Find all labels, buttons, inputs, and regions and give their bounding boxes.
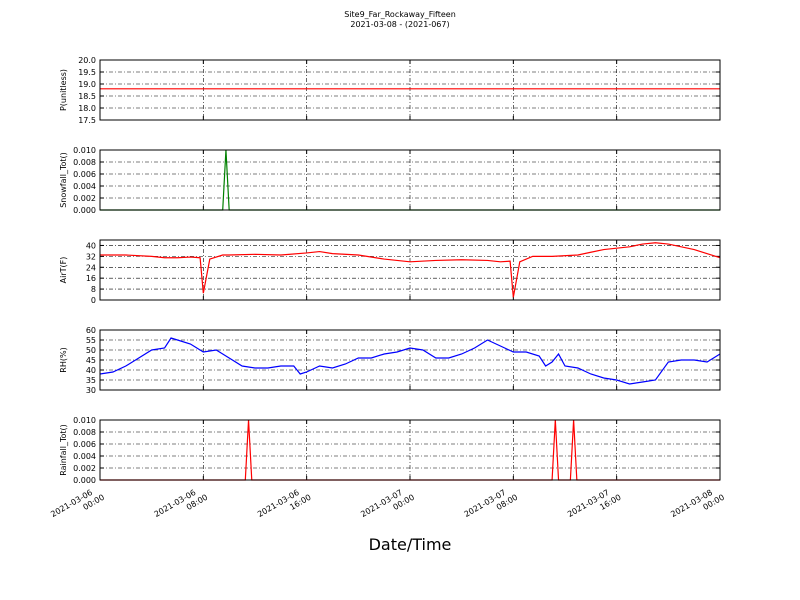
y-tick-label: 32 [86, 252, 96, 261]
y-axis-label: P(unitless) [59, 69, 68, 111]
y-tick-label: 17.5 [78, 116, 96, 125]
y-axis-label: Rainfall_Tot() [59, 424, 68, 476]
y-tick-label: 30 [86, 386, 96, 395]
y-tick-label: 40 [86, 241, 96, 250]
y-tick-label: 0.002 [73, 194, 96, 203]
y-tick-label: 40 [86, 366, 96, 375]
y-axis-label: Snowfall_Tot() [59, 152, 68, 208]
y-tick-label: 0.000 [73, 206, 96, 215]
y-tick-label: 35 [86, 376, 96, 385]
series-line [99, 337, 721, 385]
figure-title: Site9_Far_Rockaway_Fifteen [344, 10, 456, 19]
plot-frame [99, 419, 721, 481]
y-tick-label: 0.006 [73, 170, 96, 179]
y-tick-label: 0.010 [73, 146, 96, 155]
y-tick-label: 60 [86, 326, 96, 335]
x-tick-label: 2021-03-0800:00 [669, 484, 726, 528]
y-tick-label: 0.006 [73, 440, 96, 449]
y-tick-label: 0 [91, 296, 96, 305]
x-tick-label: 2021-03-0700:00 [359, 484, 416, 528]
y-tick-label: 0.010 [73, 416, 96, 425]
y-tick-label: 20.0 [78, 56, 96, 65]
y-tick-label: 0.008 [73, 158, 96, 167]
plot-frame [99, 149, 721, 211]
x-tick-label: 2021-03-0608:00 [153, 484, 210, 528]
y-axis-label: AirT(F) [59, 257, 68, 284]
y-tick-label: 0.004 [73, 452, 96, 461]
y-tick-label: 50 [86, 346, 96, 355]
y-axis-label: RH(%) [59, 347, 68, 372]
x-tick-label: 2021-03-0616:00 [256, 484, 313, 528]
series-line [100, 242, 721, 298]
x-tick-label: 2021-03-0716:00 [566, 484, 623, 528]
y-tick-label: 0.008 [73, 428, 96, 437]
y-tick-label: 19.5 [78, 68, 96, 77]
y-tick-label: 8 [91, 285, 96, 294]
x-tick-label: 2021-03-0708:00 [463, 484, 520, 528]
x-axis-label: Date/Time [369, 535, 452, 554]
x-tick-label: 2021-03-0600:00 [49, 484, 106, 528]
y-tick-label: 18.5 [78, 92, 96, 101]
y-tick-label: 16 [86, 274, 96, 283]
y-tick-label: 24 [86, 263, 96, 272]
y-tick-label: 0.000 [73, 476, 96, 485]
plot-frame [99, 239, 721, 301]
y-tick-label: 55 [86, 336, 96, 345]
y-tick-label: 19.0 [78, 80, 96, 89]
plot-frame [99, 329, 721, 391]
y-tick-label: 0.002 [73, 464, 96, 473]
y-tick-label: 18.0 [78, 104, 96, 113]
figure-subtitle: 2021-03-08 - (2021-067) [350, 20, 449, 29]
y-tick-label: 0.004 [73, 182, 96, 191]
plot-frame [99, 59, 721, 121]
y-tick-label: 45 [86, 356, 96, 365]
